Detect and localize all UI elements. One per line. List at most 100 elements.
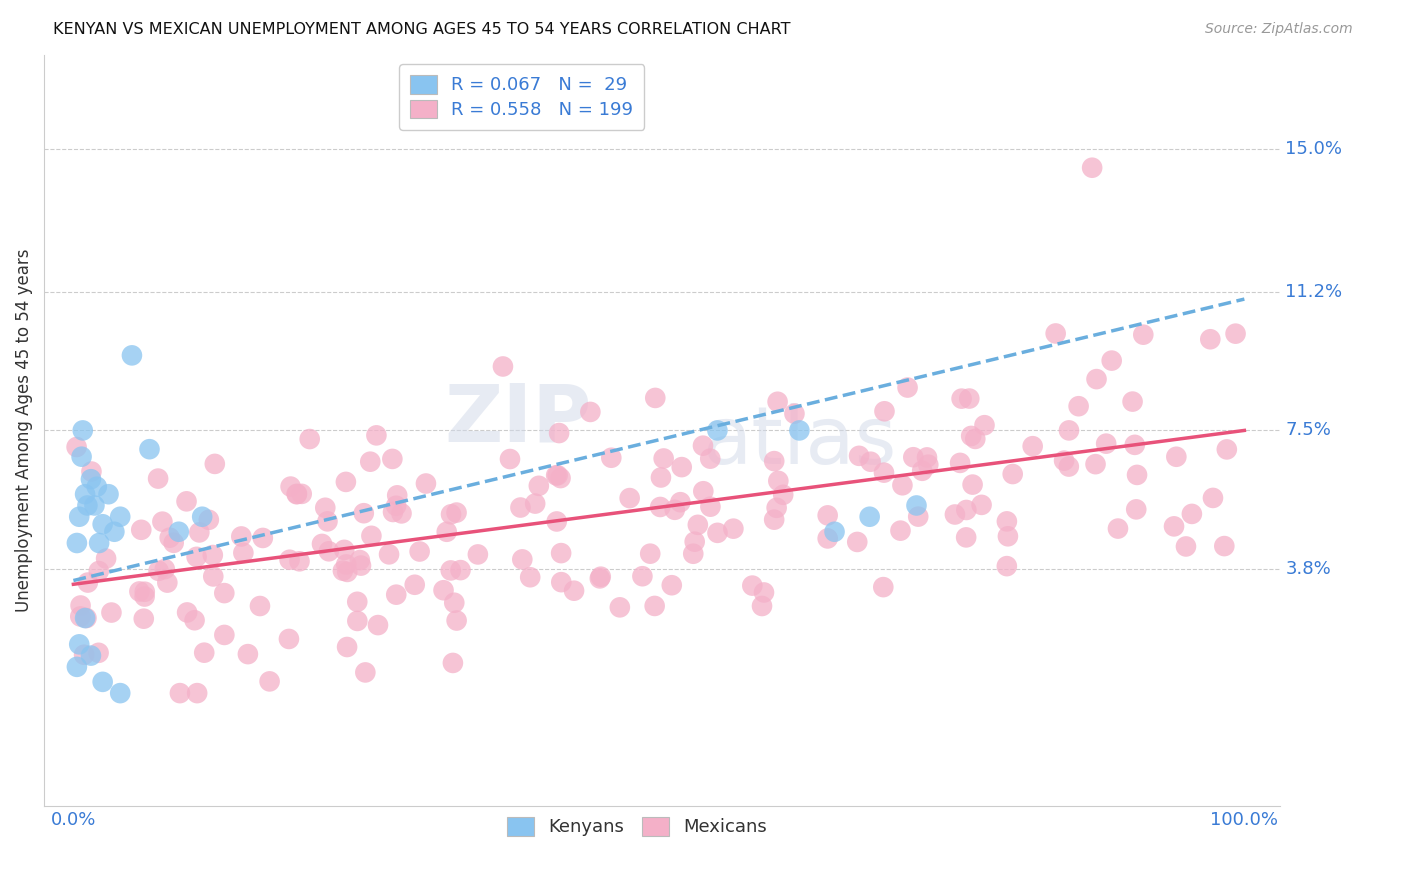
Text: Source: ZipAtlas.com: Source: ZipAtlas.com: [1205, 22, 1353, 37]
Point: [446, 506, 468, 520]
Point: [415, 476, 437, 491]
Point: [955, 530, 977, 544]
Point: [76, 611, 98, 625]
Point: [949, 456, 972, 470]
Point: [231, 529, 253, 543]
Point: [911, 464, 934, 478]
Point: [519, 570, 541, 584]
Point: [1202, 491, 1225, 505]
Point: [138, 442, 160, 457]
Point: [846, 535, 869, 549]
Point: [176, 494, 198, 508]
Point: [381, 451, 404, 466]
Point: [333, 542, 356, 557]
Point: [97, 487, 120, 501]
Point: [236, 647, 259, 661]
Point: [72, 424, 94, 438]
Point: [335, 558, 357, 572]
Point: [1057, 423, 1080, 437]
Point: [686, 517, 709, 532]
Point: [763, 513, 786, 527]
Point: [436, 524, 458, 539]
Text: 11.2%: 11.2%: [1285, 283, 1343, 301]
Point: [467, 548, 489, 562]
Point: [692, 484, 714, 499]
Point: [644, 599, 666, 613]
Point: [332, 564, 354, 578]
Text: KENYAN VS MEXICAN UNEMPLOYMENT AMONG AGES 45 TO 54 YEARS CORRELATION CHART: KENYAN VS MEXICAN UNEMPLOYMENT AMONG AGE…: [53, 22, 792, 37]
Point: [873, 404, 896, 418]
Point: [80, 648, 103, 663]
Point: [183, 613, 205, 627]
Point: [134, 584, 156, 599]
Point: [69, 609, 91, 624]
Point: [1067, 399, 1090, 413]
Point: [1081, 161, 1104, 175]
Point: [94, 551, 117, 566]
Point: [1045, 326, 1067, 341]
Point: [1123, 438, 1146, 452]
Point: [546, 468, 568, 483]
Point: [550, 546, 572, 560]
Point: [152, 515, 174, 529]
Point: [763, 454, 786, 468]
Point: [859, 509, 882, 524]
Point: [973, 418, 995, 433]
Point: [446, 614, 468, 628]
Point: [252, 531, 274, 545]
Point: [156, 575, 179, 590]
Point: [510, 552, 533, 566]
Point: [80, 472, 103, 486]
Point: [75, 611, 97, 625]
Point: [148, 564, 170, 578]
Point: [783, 407, 806, 421]
Point: [280, 479, 302, 493]
Point: [285, 487, 308, 501]
Point: [91, 674, 114, 689]
Point: [1125, 502, 1147, 516]
Point: [450, 563, 472, 577]
Point: [89, 536, 111, 550]
Point: [336, 565, 359, 579]
Point: [75, 487, 97, 501]
Point: [232, 546, 254, 560]
Point: [905, 499, 928, 513]
Point: [859, 455, 882, 469]
Point: [191, 509, 214, 524]
Point: [1132, 327, 1154, 342]
Point: [408, 544, 430, 558]
Point: [600, 450, 623, 465]
Point: [440, 508, 463, 522]
Point: [550, 471, 572, 485]
Point: [132, 612, 155, 626]
Point: [509, 500, 531, 515]
Point: [87, 564, 110, 578]
Point: [1126, 467, 1149, 482]
Point: [201, 548, 224, 562]
Point: [176, 606, 198, 620]
Point: [1163, 519, 1185, 533]
Text: 3.8%: 3.8%: [1285, 560, 1331, 578]
Point: [872, 580, 894, 594]
Point: [103, 524, 125, 539]
Point: [288, 554, 311, 568]
Point: [896, 380, 918, 394]
Y-axis label: Unemployment Among Ages 45 to 54 years: Unemployment Among Ages 45 to 54 years: [15, 249, 32, 612]
Point: [441, 656, 464, 670]
Point: [706, 424, 728, 438]
Point: [1225, 326, 1247, 341]
Point: [768, 474, 790, 488]
Point: [204, 457, 226, 471]
Point: [1057, 459, 1080, 474]
Point: [950, 392, 973, 406]
Point: [889, 524, 911, 538]
Point: [960, 429, 983, 443]
Point: [193, 646, 215, 660]
Point: [995, 515, 1018, 529]
Point: [214, 628, 236, 642]
Point: [169, 686, 191, 700]
Point: [346, 614, 368, 628]
Legend: Kenyans, Mexicans: Kenyans, Mexicans: [498, 808, 776, 846]
Point: [367, 618, 389, 632]
Point: [915, 450, 938, 465]
